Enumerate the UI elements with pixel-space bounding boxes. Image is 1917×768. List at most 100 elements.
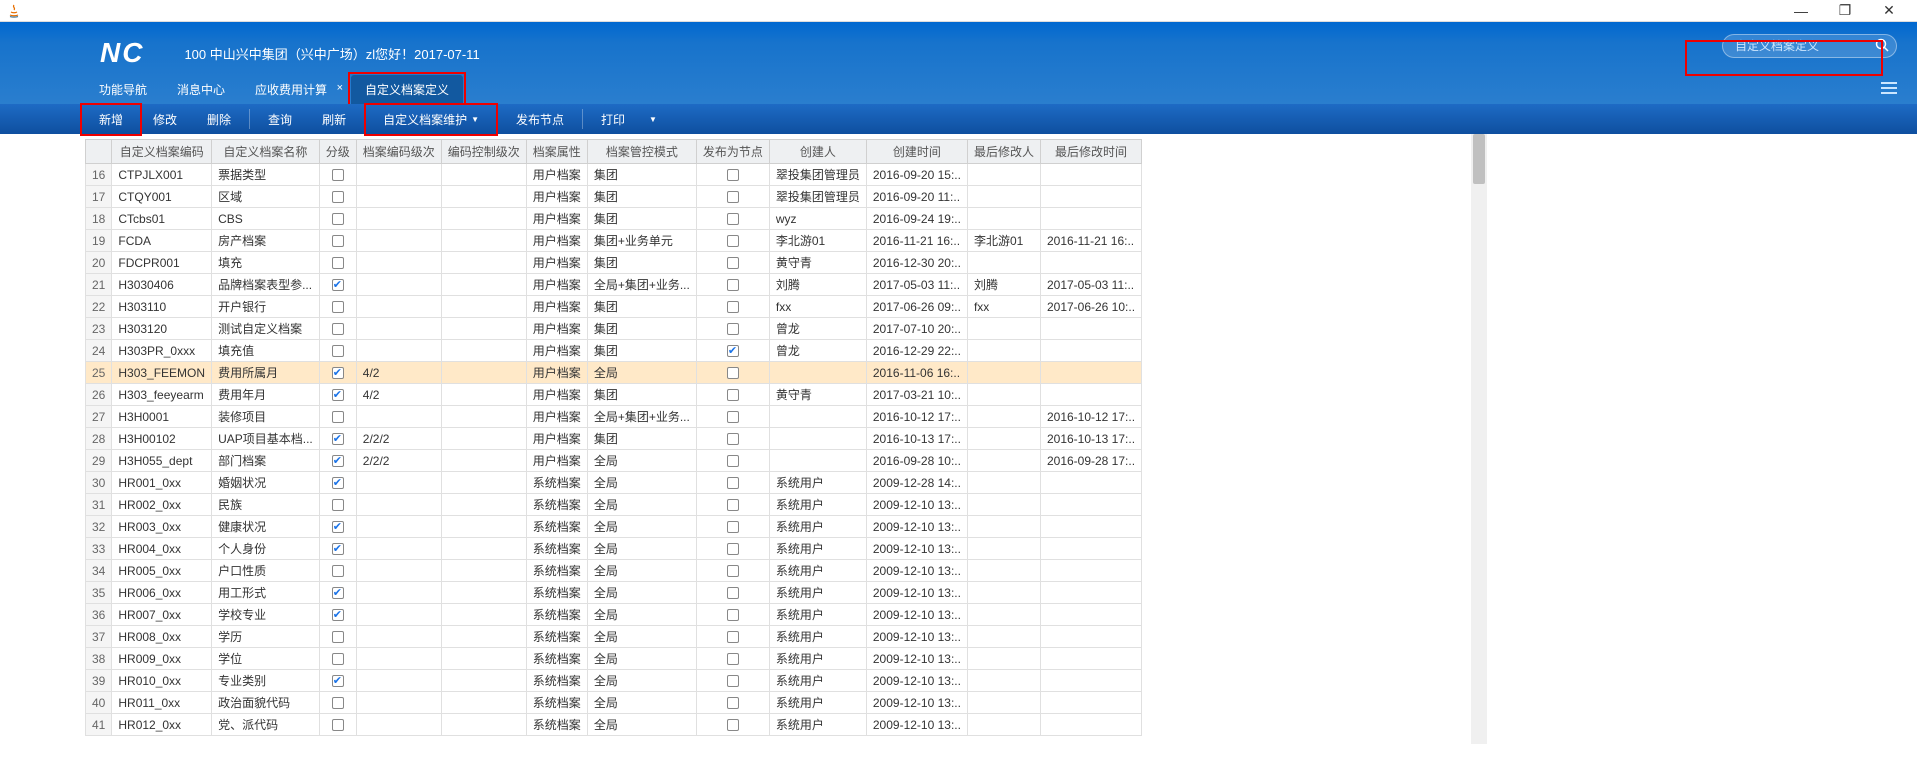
checkbox[interactable]: [727, 235, 739, 247]
table-row[interactable]: 33HR004_0xx个人身份系统档案全局系统用户2009-12-10 13:.…: [86, 538, 1142, 560]
close-button[interactable]: ✕: [1867, 0, 1911, 22]
search-input[interactable]: [1722, 34, 1897, 58]
col-ctime[interactable]: 创建时间: [866, 140, 967, 164]
checkbox[interactable]: [727, 455, 739, 467]
checkbox[interactable]: [727, 213, 739, 225]
search-icon[interactable]: [1875, 38, 1889, 55]
checkbox[interactable]: [332, 213, 344, 225]
checkbox[interactable]: [727, 257, 739, 269]
col-enclevel[interactable]: 档案编码级次: [356, 140, 441, 164]
table-row[interactable]: 40HR011_0xx政治面貌代码系统档案全局系统用户2009-12-10 13…: [86, 692, 1142, 714]
checkbox[interactable]: [727, 565, 739, 577]
checkbox[interactable]: [727, 587, 739, 599]
print-dropdown-button[interactable]: ▼: [641, 111, 665, 128]
table-row[interactable]: 39HR010_0xx专业类别系统档案全局系统用户2009-12-10 13:.…: [86, 670, 1142, 692]
vertical-scrollbar[interactable]: [1471, 134, 1487, 744]
checkbox[interactable]: [332, 301, 344, 313]
checkbox[interactable]: [727, 719, 739, 731]
col-etime[interactable]: 最后修改时间: [1040, 140, 1141, 164]
checkbox[interactable]: [332, 345, 344, 357]
delete-button[interactable]: 删除: [193, 107, 245, 132]
checkbox[interactable]: [332, 433, 344, 445]
col-attr[interactable]: 档案属性: [526, 140, 587, 164]
tab-function-nav[interactable]: 功能导航: [85, 75, 161, 104]
table-row[interactable]: 35HR006_0xx用工形式系统档案全局系统用户2009-12-10 13:.…: [86, 582, 1142, 604]
table-row[interactable]: 17CTQY001区域用户档案集团翠投集团管理员2016-09-20 11:..: [86, 186, 1142, 208]
checkbox[interactable]: [727, 279, 739, 291]
col-code[interactable]: 自定义档案编码: [112, 140, 212, 164]
maximize-button[interactable]: ❐: [1823, 0, 1867, 22]
checkbox[interactable]: [332, 719, 344, 731]
checkbox[interactable]: [727, 367, 739, 379]
checkbox[interactable]: [332, 543, 344, 555]
checkbox[interactable]: [332, 697, 344, 709]
checkbox[interactable]: [727, 697, 739, 709]
table-row[interactable]: 16CTPJLX001票据类型用户档案集团翠投集团管理员2016-09-20 1…: [86, 164, 1142, 186]
maintain-button[interactable]: 自定义档案维护 ▼: [369, 107, 493, 132]
edit-button[interactable]: 修改: [139, 107, 191, 132]
checkbox[interactable]: [727, 631, 739, 643]
checkbox[interactable]: [332, 257, 344, 269]
checkbox[interactable]: [332, 235, 344, 247]
checkbox[interactable]: [332, 367, 344, 379]
nav-menu-icon[interactable]: [1881, 72, 1897, 104]
checkbox[interactable]: [332, 455, 344, 467]
checkbox[interactable]: [332, 411, 344, 423]
print-button[interactable]: 打印: [587, 107, 639, 132]
col-editor[interactable]: 最后修改人: [967, 140, 1040, 164]
checkbox[interactable]: [332, 389, 344, 401]
table-row[interactable]: 26H303_feeyearm费用年月4/2用户档案集团黄守青2017-03-2…: [86, 384, 1142, 406]
checkbox[interactable]: [332, 323, 344, 335]
checkbox[interactable]: [332, 279, 344, 291]
tab-custom-archive[interactable]: 自定义档案定义: [351, 75, 463, 104]
table-row[interactable]: 25H303_FEEMON费用所属月4/2用户档案全局2016-11-06 16…: [86, 362, 1142, 384]
table-row[interactable]: 23H303120测试自定义档案用户档案集团曾龙2017-07-10 20:..: [86, 318, 1142, 340]
checkbox[interactable]: [332, 609, 344, 621]
checkbox[interactable]: [727, 543, 739, 555]
table-row[interactable]: 22H303110开户银行用户档案集团fxx2017-06-26 09:..fx…: [86, 296, 1142, 318]
checkbox[interactable]: [727, 301, 739, 313]
col-creator[interactable]: 创建人: [769, 140, 866, 164]
table-row[interactable]: 28H3H00102UAP项目基本档...2/2/2用户档案集团2016-10-…: [86, 428, 1142, 450]
checkbox[interactable]: [727, 191, 739, 203]
checkbox[interactable]: [727, 389, 739, 401]
checkbox[interactable]: [332, 653, 344, 665]
refresh-button[interactable]: 刷新: [308, 107, 360, 132]
checkbox[interactable]: [727, 323, 739, 335]
checkbox[interactable]: [332, 631, 344, 643]
add-button[interactable]: 新增: [85, 107, 137, 132]
checkbox[interactable]: [332, 565, 344, 577]
table-row[interactable]: 21H3030406品牌档案表型参...用户档案全局+集团+业务...刘腾201…: [86, 274, 1142, 296]
table-row[interactable]: 36HR007_0xx学校专业系统档案全局系统用户2009-12-10 13:.…: [86, 604, 1142, 626]
checkbox[interactable]: [332, 521, 344, 533]
close-icon[interactable]: ×: [337, 82, 343, 94]
checkbox[interactable]: [727, 521, 739, 533]
publish-button[interactable]: 发布节点: [502, 107, 578, 132]
col-ctrllevel[interactable]: 编码控制级次: [441, 140, 526, 164]
table-row[interactable]: 32HR003_0xx健康状况系统档案全局系统用户2009-12-10 13:.…: [86, 516, 1142, 538]
query-button[interactable]: 查询: [254, 107, 306, 132]
col-name[interactable]: 自定义档案名称: [212, 140, 320, 164]
checkbox[interactable]: [727, 345, 739, 357]
table-row[interactable]: 37HR008_0xx学历系统档案全局系统用户2009-12-10 13:..: [86, 626, 1142, 648]
col-level[interactable]: 分级: [319, 140, 356, 164]
checkbox[interactable]: [332, 499, 344, 511]
table-row[interactable]: 24H303PR_0xxx填充值用户档案集团曾龙2016-12-29 22:..: [86, 340, 1142, 362]
checkbox[interactable]: [727, 609, 739, 621]
table-row[interactable]: 18CTcbs01CBS用户档案集团wyz2016-09-24 19:..: [86, 208, 1142, 230]
checkbox[interactable]: [332, 587, 344, 599]
table-row[interactable]: 31HR002_0xx民族系统档案全局系统用户2009-12-10 13:..: [86, 494, 1142, 516]
table-row[interactable]: 38HR009_0xx学位系统档案全局系统用户2009-12-10 13:..: [86, 648, 1142, 670]
col-rownum[interactable]: [86, 140, 112, 164]
table-row[interactable]: 27H3H0001装修项目用户档案全局+集团+业务...2016-10-12 1…: [86, 406, 1142, 428]
col-pubnode[interactable]: 发布为节点: [696, 140, 769, 164]
checkbox[interactable]: [727, 169, 739, 181]
col-mgr[interactable]: 档案管控模式: [587, 140, 696, 164]
checkbox[interactable]: [332, 191, 344, 203]
checkbox[interactable]: [332, 675, 344, 687]
table-row[interactable]: 29H3H055_dept部门档案2/2/2用户档案全局2016-09-28 1…: [86, 450, 1142, 472]
table-row[interactable]: 19FCDA房产档案用户档案集团+业务单元李北游012016-11-21 16:…: [86, 230, 1142, 252]
checkbox[interactable]: [727, 675, 739, 687]
checkbox[interactable]: [727, 477, 739, 489]
checkbox[interactable]: [727, 653, 739, 665]
